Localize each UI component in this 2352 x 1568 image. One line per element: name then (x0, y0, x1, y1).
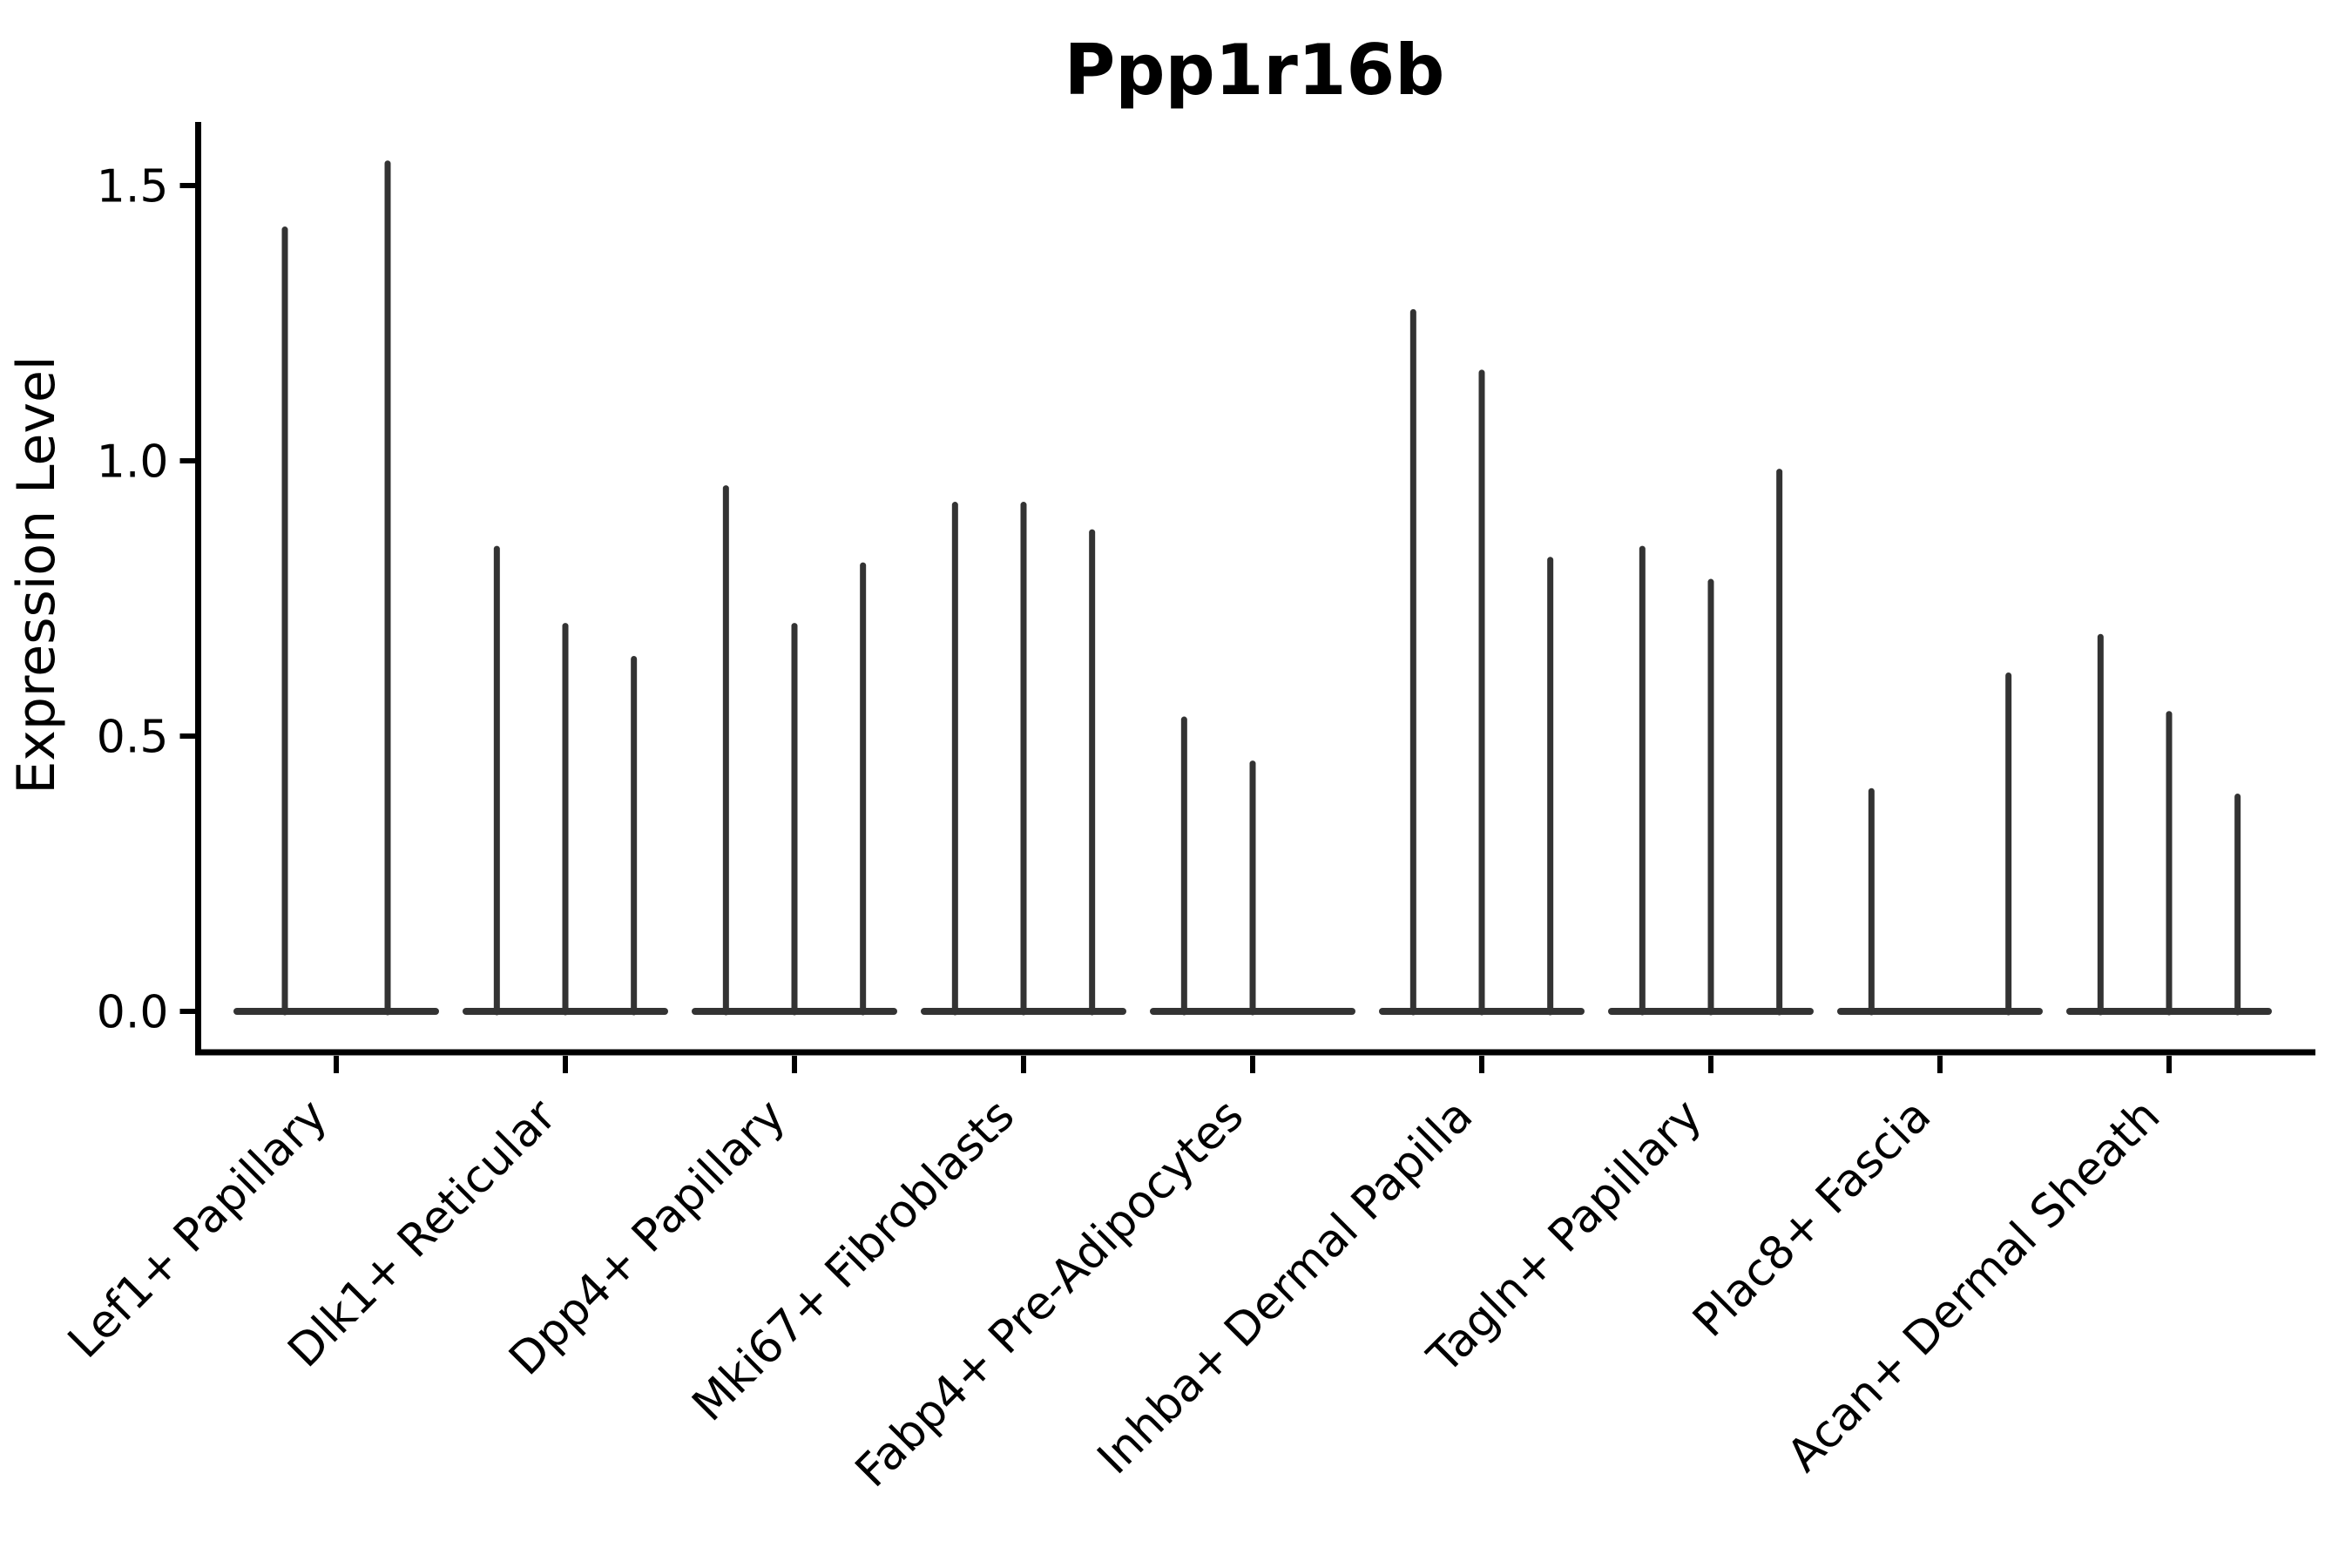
y-tick-label: 1.5 (97, 161, 169, 213)
y-tick-label: 0.5 (97, 712, 169, 764)
y-tick-label: 1.0 (97, 436, 169, 489)
chart-title: Ppp1r16b (1064, 30, 1445, 111)
x-tick-label: Inhba+ Dermal Papilla (1088, 1090, 1483, 1484)
x-tick-label: Fabp4+ Pre-Adipocytes (846, 1090, 1254, 1497)
x-tick-label: Plac8+ Fascia (1683, 1090, 1941, 1348)
x-tick-label: Acan+ Dermal Sheath (1778, 1090, 2171, 1483)
y-axis-label: Expression Level (6, 355, 67, 794)
y-tick-label: 0.0 (97, 987, 169, 1039)
